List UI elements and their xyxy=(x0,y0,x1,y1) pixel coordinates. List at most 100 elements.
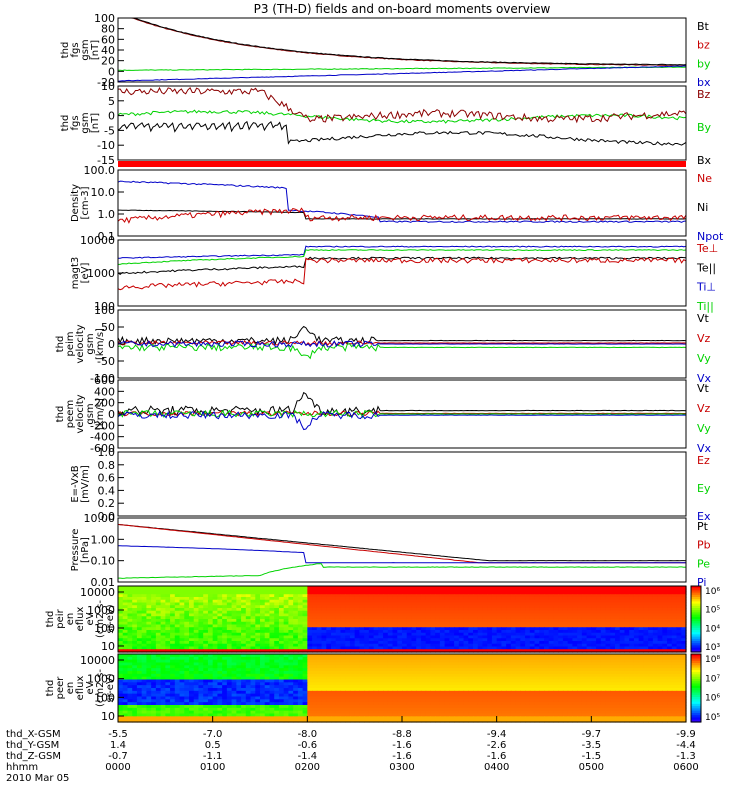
spectrogram-cell xyxy=(278,599,285,604)
spectrogram-cell xyxy=(226,688,233,692)
spectrogram-cell xyxy=(222,588,228,593)
spectrogram-cell xyxy=(577,621,583,626)
spectrogram-cell xyxy=(146,624,152,628)
spectrogram-cell xyxy=(331,673,337,678)
spectrogram-cell xyxy=(520,685,526,689)
spectrogram-cell xyxy=(274,690,280,695)
spectrogram-cell xyxy=(402,649,408,653)
spectrogram-cell xyxy=(525,627,531,631)
spectrogram-cell xyxy=(638,665,644,669)
spectrogram-cell xyxy=(155,605,162,609)
spectrogram-cell xyxy=(250,586,256,590)
spectrogram-cell xyxy=(558,608,564,612)
spectrogram-cell xyxy=(581,616,588,620)
spectrogram-cell xyxy=(245,688,252,692)
spectrogram-cell xyxy=(425,682,431,686)
spectrogram-cell xyxy=(312,586,318,590)
spectrogram-cell xyxy=(463,635,469,639)
spectrogram-cell xyxy=(662,649,668,653)
spectrogram-cell xyxy=(207,627,214,631)
spectrogram-cell xyxy=(326,591,332,595)
spectrogram-cell xyxy=(520,646,526,650)
spectrogram-cell xyxy=(321,693,327,698)
spectrogram-cell xyxy=(515,602,521,606)
spectrogram-cell xyxy=(354,613,360,617)
spectrogram-cell xyxy=(212,682,218,686)
spectrogram-cell xyxy=(307,613,313,617)
spectrogram-cell xyxy=(260,638,266,642)
spectrogram-cell xyxy=(293,676,299,681)
spectrogram-cell xyxy=(671,659,678,664)
spectrogram-cell xyxy=(539,676,545,681)
spectrogram-cell xyxy=(260,654,266,658)
spectrogram-cell xyxy=(316,643,323,648)
spectrogram-cell xyxy=(402,668,408,672)
spectrogram-cell xyxy=(411,594,417,598)
spectrogram-cell xyxy=(624,632,630,637)
y-tick-label: 1.0 xyxy=(98,446,116,459)
spectrogram-cell xyxy=(151,646,157,650)
spectrogram-cell xyxy=(184,638,190,642)
spectrogram-cell xyxy=(368,621,375,626)
spectrogram-cell xyxy=(255,641,261,645)
spectrogram-cell xyxy=(491,682,498,686)
spectrogram-cell xyxy=(553,665,559,669)
spectrogram-cell xyxy=(373,690,379,695)
spectrogram-cell xyxy=(477,591,484,595)
spectrogram-cell xyxy=(207,679,214,683)
spectrogram-cell xyxy=(127,676,133,681)
spectrogram-cell xyxy=(155,608,162,612)
spectrogram-cell xyxy=(392,679,398,683)
spectrogram-cell xyxy=(155,659,162,664)
spectrogram-cell xyxy=(567,682,573,686)
spectrogram-cell xyxy=(207,616,214,620)
spectrogram-cell xyxy=(468,613,474,617)
spectrogram-cell xyxy=(596,613,602,617)
spectrogram-cell xyxy=(671,597,678,601)
spectrogram-cell xyxy=(340,641,346,645)
spectrogram-cell xyxy=(539,619,545,623)
spectrogram-cell xyxy=(482,627,488,631)
y-axis-label-line: peem xyxy=(65,400,76,428)
spectrogram-cell xyxy=(520,602,526,606)
spectrogram-cell xyxy=(449,610,455,615)
spectrogram-cell xyxy=(326,673,332,678)
spectrogram-cell xyxy=(321,591,327,595)
spectrogram-cell xyxy=(671,641,678,645)
spectrogram-cell xyxy=(222,630,228,634)
spectrogram-cell xyxy=(212,627,218,631)
spectrogram-cell xyxy=(520,591,526,595)
spectrogram-cell xyxy=(676,682,682,686)
spectrogram-cell xyxy=(283,685,289,689)
spectrogram-cell xyxy=(364,616,370,620)
spectrogram-cell xyxy=(331,616,337,620)
spectrogram-cell xyxy=(316,591,323,595)
spectrogram-cell xyxy=(269,643,275,648)
spectrogram-cell xyxy=(132,613,138,617)
spectrogram-cell xyxy=(288,646,294,650)
spectrogram-cell xyxy=(250,673,256,678)
colorbar-step xyxy=(691,594,701,598)
spectrogram-cell xyxy=(354,673,360,678)
spectrogram-cell xyxy=(420,588,427,593)
spectrogram-cell xyxy=(553,643,559,648)
spectrogram-cell xyxy=(222,682,228,686)
spectrogram-cell xyxy=(572,630,578,634)
spectrogram-cell xyxy=(184,632,190,637)
spectrogram-cell xyxy=(596,588,602,593)
spectrogram-cell xyxy=(581,621,588,626)
spectrogram-cell xyxy=(600,624,607,628)
spectrogram-cell xyxy=(605,591,611,595)
spectrogram-cell xyxy=(406,685,413,689)
spectrogram-cell xyxy=(463,693,469,698)
spectrogram-cell xyxy=(473,688,479,692)
spectrogram-cell xyxy=(449,632,455,637)
spectrogram-cell xyxy=(184,605,190,609)
spectrogram-cell xyxy=(189,696,195,700)
spectrogram-cell xyxy=(633,594,640,598)
spectrogram-cell xyxy=(572,665,578,669)
spectrogram-cell xyxy=(534,656,540,661)
spectrogram-cell xyxy=(648,662,654,666)
spectrogram-cell xyxy=(397,676,403,681)
spectrogram-cell xyxy=(676,673,682,678)
